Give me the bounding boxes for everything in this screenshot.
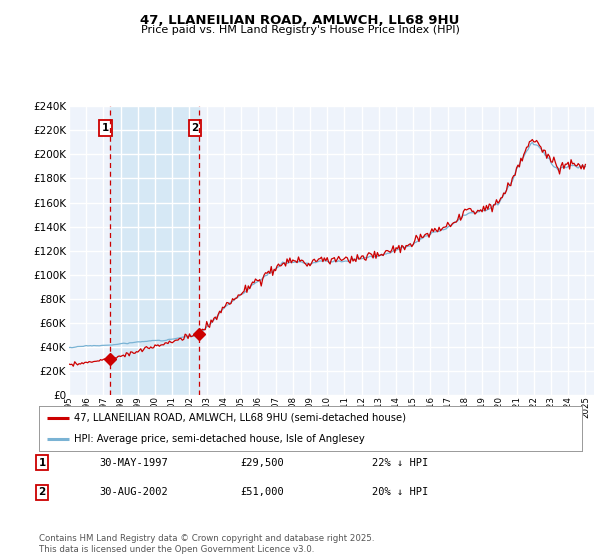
Text: £51,000: £51,000 <box>240 487 284 497</box>
Text: £29,500: £29,500 <box>240 458 284 468</box>
Text: 2: 2 <box>38 487 46 497</box>
Text: 47, LLANEILIAN ROAD, AMLWCH, LL68 9HU (semi-detached house): 47, LLANEILIAN ROAD, AMLWCH, LL68 9HU (s… <box>74 413 406 423</box>
Text: 20% ↓ HPI: 20% ↓ HPI <box>372 487 428 497</box>
Text: 22% ↓ HPI: 22% ↓ HPI <box>372 458 428 468</box>
Text: 1: 1 <box>38 458 46 468</box>
Bar <box>110 106 199 395</box>
Text: 30-AUG-2002: 30-AUG-2002 <box>99 487 168 497</box>
Text: HPI: Average price, semi-detached house, Isle of Anglesey: HPI: Average price, semi-detached house,… <box>74 434 365 444</box>
Text: 2: 2 <box>191 123 199 133</box>
Text: 47, LLANEILIAN ROAD, AMLWCH, LL68 9HU: 47, LLANEILIAN ROAD, AMLWCH, LL68 9HU <box>140 14 460 27</box>
Text: 1: 1 <box>102 123 109 133</box>
Text: Price paid vs. HM Land Registry's House Price Index (HPI): Price paid vs. HM Land Registry's House … <box>140 25 460 35</box>
Text: 30-MAY-1997: 30-MAY-1997 <box>99 458 168 468</box>
Text: Contains HM Land Registry data © Crown copyright and database right 2025.
This d: Contains HM Land Registry data © Crown c… <box>39 534 374 554</box>
